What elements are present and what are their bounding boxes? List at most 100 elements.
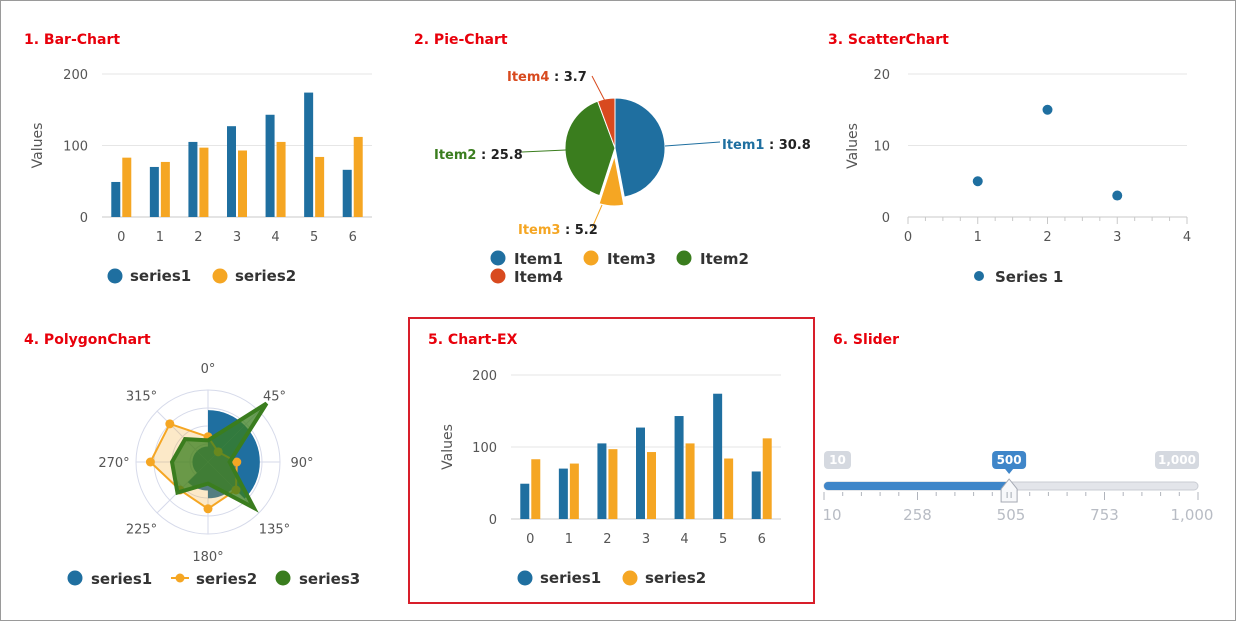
scatter-y-tick: 10 <box>873 140 890 155</box>
bar-legend-marker-series2 <box>212 268 228 284</box>
bar-x-tick: 4 <box>271 230 279 245</box>
slider-min-label: 10 <box>829 453 846 467</box>
pie-legend-label-Item2: Item2 <box>700 250 749 268</box>
bar-chart-title: 1. Bar-Chart <box>24 32 121 48</box>
polygon-legend-marker-series3 <box>275 570 291 586</box>
slider-title: 6. Slider <box>833 332 900 348</box>
chartex-bar-series2 <box>569 463 579 519</box>
polygon-angle-label: 90° <box>290 456 313 471</box>
bar-legend-label-series2: series2 <box>235 267 296 285</box>
chartex-y-tick: 0 <box>489 513 497 528</box>
bar-bar-series2 <box>238 150 247 217</box>
bar-x-tick: 2 <box>194 230 202 245</box>
chartex-x-tick: 2 <box>603 532 611 547</box>
scatter-x-tick: 0 <box>904 230 912 245</box>
slider-value-badge <box>992 451 1027 469</box>
polygon-angle-label: 270° <box>98 456 129 471</box>
polygon-angle-label: 0° <box>201 362 216 377</box>
polygon-legend-marker-series1 <box>67 570 83 586</box>
bar-bar-series1 <box>188 141 198 217</box>
slider-track-fill <box>824 482 1010 490</box>
slider-scale-label: 1,000 <box>1171 506 1214 524</box>
polygon-series2-point <box>232 457 242 467</box>
polygon-legend-label-series1: series1 <box>91 570 152 588</box>
polygon-angle-label: 180° <box>192 550 223 565</box>
pie-data-label-Item2: Item2 : 25.8 <box>434 148 523 163</box>
bar-legend-marker-series1 <box>107 268 123 284</box>
chartex-bar-series2 <box>724 458 734 519</box>
chartex-legend-label-series1: series1 <box>540 569 601 587</box>
chartex-y-tick: 100 <box>472 441 497 456</box>
pie-legend-marker-Item2 <box>676 250 692 266</box>
chartex-x-tick: 6 <box>758 532 766 547</box>
chartex-legend-label-series2: series2 <box>645 569 706 587</box>
bar-bar-series1 <box>149 166 159 217</box>
scatter-chart-title: 3. ScatterChart <box>828 32 949 48</box>
pie-legend-label-Item3: Item3 <box>607 250 656 268</box>
chartex-y-tick: 200 <box>472 369 497 384</box>
bar-x-tick: 5 <box>310 230 318 245</box>
polygon-angle-label: 315° <box>126 390 157 405</box>
bar-x-tick: 1 <box>156 230 164 245</box>
polygon-series2-point <box>203 504 213 514</box>
slider-scale-label: 753 <box>1090 506 1119 524</box>
chartex-title: 5. Chart-EX <box>428 332 518 348</box>
scatter-point <box>1042 104 1053 115</box>
polygon-legend-label-series2: series2 <box>196 570 257 588</box>
bar-y-tick: 0 <box>80 211 88 226</box>
chartex-highlight-border <box>408 317 815 604</box>
polygon-legend-marker-series2 <box>175 573 185 583</box>
chartex-legend-marker-series2 <box>622 570 638 586</box>
scatter-x-tick: 3 <box>1113 230 1121 245</box>
bar-bar-series2 <box>199 147 209 217</box>
bar-x-tick: 6 <box>349 230 357 245</box>
chartex-x-tick: 5 <box>719 532 727 547</box>
bar-bar-series1 <box>304 92 314 217</box>
bar-bar-series2 <box>276 141 286 217</box>
bar-y-tick: 200 <box>63 68 88 83</box>
slider-min-badge <box>824 451 851 469</box>
chartex-x-tick: 0 <box>526 532 534 547</box>
pie-slice-Item3 <box>598 155 625 207</box>
polygon-series2-point <box>145 457 155 467</box>
pie-legend-label-Item4: Item4 <box>514 268 563 286</box>
chartex-bar-series2 <box>762 438 772 519</box>
slider-scale-label: 505 <box>997 506 1026 524</box>
pie-data-label-Item4: Item4 : 3.7 <box>507 70 587 85</box>
chartex-bar-series1 <box>597 443 607 519</box>
bar-chart: 0 100 200 Values 0 1 2 3 4 5 6 series1 series2 <box>30 68 372 285</box>
scatter-y-tick: 20 <box>873 68 890 83</box>
pie-leader-Item4 <box>591 75 606 102</box>
chartex-x-tick: 3 <box>642 532 650 547</box>
chartex-bar-series2 <box>531 459 541 519</box>
bar-bar-series2 <box>160 161 170 217</box>
polygon-chart-title: 4. PolygonChart <box>24 332 151 348</box>
polygon-angle-label: 135° <box>259 522 290 537</box>
bar-bar-series2 <box>315 156 325 217</box>
chartex-bar-series1 <box>636 427 645 519</box>
chartex-bar-series2 <box>647 452 656 519</box>
chartex-x-tick: 1 <box>565 532 573 547</box>
pie-chart: Item1 : 30.8 Item3 : 5.2 Item2 : 25.8 Item4… <box>434 70 811 286</box>
slider-handle[interactable] <box>1000 478 1018 503</box>
bar-bar-series1 <box>265 114 275 217</box>
slider-value-badge-pointer <box>1005 469 1014 474</box>
polygon-series3-shape <box>169 401 269 513</box>
polygon-legend-label-series3: series3 <box>299 570 360 588</box>
slider: 10 258 505 753 1,000 10 1,000 500 <box>822 451 1213 524</box>
bar-bar-series1 <box>227 126 236 217</box>
chartex-bar-series1 <box>520 483 530 519</box>
pie-leader-Item3 <box>591 204 603 229</box>
chartex-bar-series1 <box>674 416 684 519</box>
bar-y-tick: 100 <box>63 140 88 155</box>
slider-value-label: 500 <box>997 453 1022 467</box>
slider-max-label: 1,000 <box>1158 453 1196 467</box>
slider-max-badge <box>1155 451 1199 469</box>
scatter-legend-label: Series 1 <box>995 268 1063 286</box>
polygon-angle-label: 225° <box>126 522 157 537</box>
pie-legend-marker-Item3 <box>583 250 599 266</box>
scatter-point <box>1112 190 1123 201</box>
chartex-bar-series2 <box>685 443 695 519</box>
chartex-bar-series2 <box>608 449 618 519</box>
